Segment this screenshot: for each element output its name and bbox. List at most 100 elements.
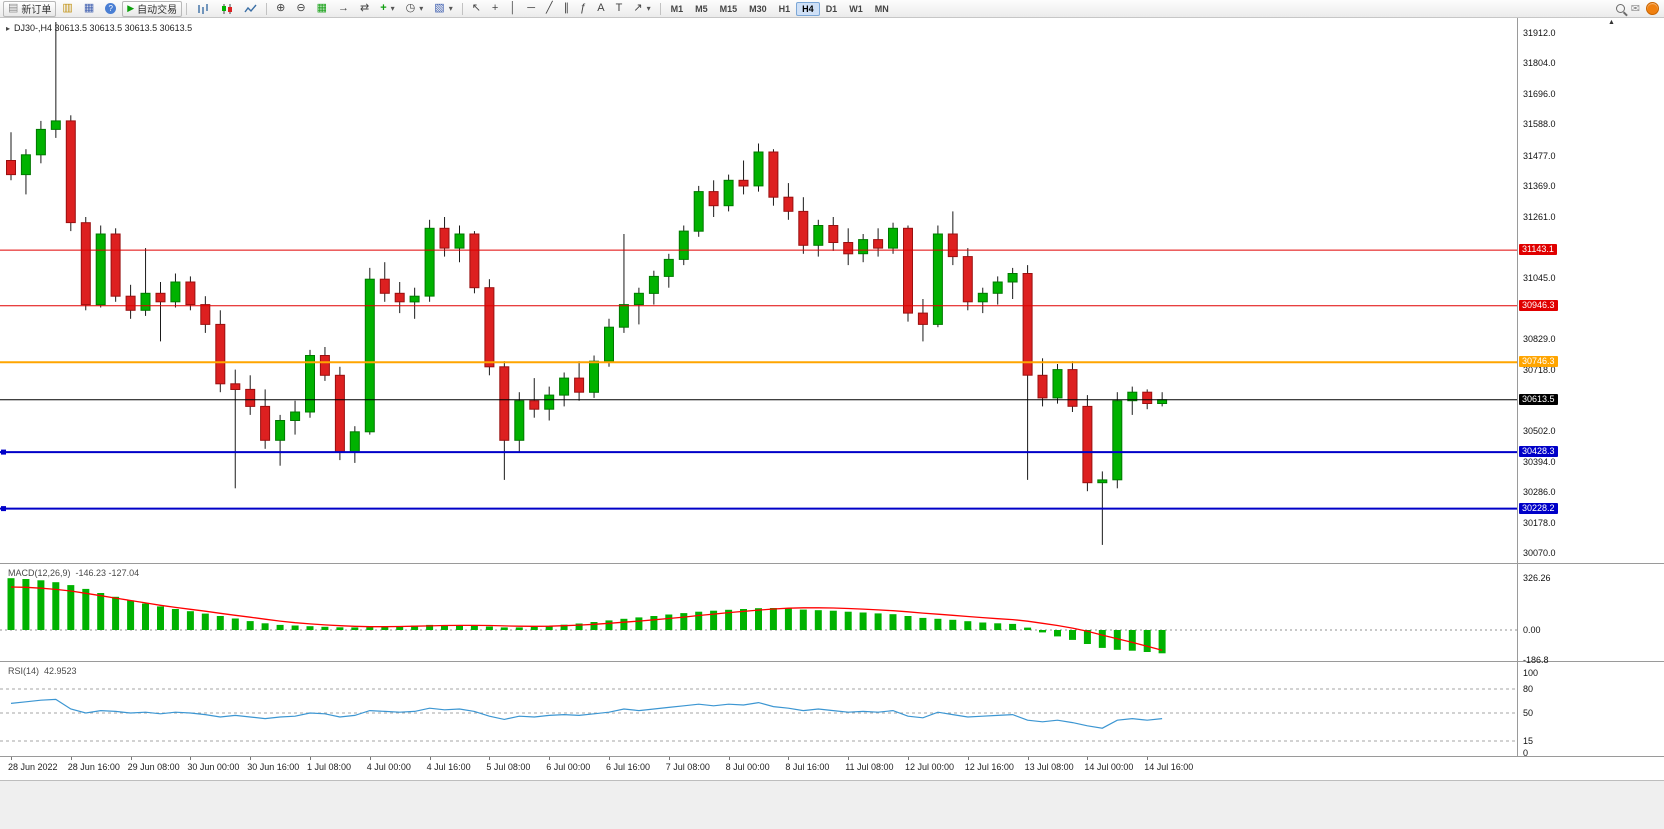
time-tick [489, 757, 491, 760]
timeframe-h4-button[interactable]: H4 [796, 1, 820, 16]
timeframe-mn-button[interactable]: MN [869, 2, 895, 16]
line-chart-button[interactable] [239, 1, 262, 17]
market-watch-button[interactable]: ▥ [57, 1, 77, 17]
candle-body [349, 431, 360, 453]
mail-icon[interactable]: ✉ [1630, 3, 1640, 15]
candle-body [1037, 374, 1048, 399]
macd-name: MACD(12,26,9) [8, 568, 71, 578]
candle-body [1127, 391, 1138, 402]
candle-body [618, 304, 629, 328]
candle-body [260, 405, 271, 441]
macd-values: -146.23 -127.04 [75, 568, 140, 578]
level-handle[interactable] [1, 506, 6, 512]
price-level-badge: 30613.5 [1519, 394, 1558, 405]
time-tick [1027, 757, 1029, 760]
timeframe-m1-button[interactable]: M1 [665, 2, 690, 16]
toolbar-right-group: ✉ [1615, 2, 1661, 15]
macd-histogram-bar [485, 626, 493, 630]
candle-body [140, 292, 151, 311]
indicators-button[interactable]: + ▾ [375, 1, 399, 17]
price-tick-label: 30178.0 [1523, 518, 1556, 528]
timeframe-d1-button[interactable]: D1 [820, 2, 844, 16]
level-handle[interactable] [1, 449, 6, 455]
timeframe-h1-button[interactable]: H1 [773, 2, 797, 16]
zoom-out-button[interactable]: ⊖ [291, 1, 310, 17]
time-label: 7 Jul 08:00 [665, 762, 710, 772]
chart-shift-button[interactable]: ⇄ [355, 1, 374, 17]
new-order-button[interactable]: ▤ 新订单 [3, 0, 57, 17]
time-tick [130, 757, 132, 760]
candle-body [20, 154, 31, 176]
channel-tool-button[interactable]: ∥ [559, 1, 575, 17]
timeframe-m5-button[interactable]: M5 [689, 2, 714, 16]
candlestick-chart-button[interactable] [215, 1, 238, 17]
status-area [0, 780, 1664, 829]
templates-button[interactable]: ▧ ▾ [429, 1, 457, 17]
pane-separator[interactable] [0, 661, 1664, 662]
navigator-button[interactable]: ▦ [79, 1, 99, 17]
scroll-marker-icon: ▲ [1608, 19, 1615, 26]
vertical-line-tool-button[interactable]: │ [504, 1, 521, 17]
candle-body [170, 281, 181, 303]
time-tick [908, 757, 909, 760]
time-label: 8 Jul 16:00 [785, 762, 830, 772]
bar-chart-button[interactable] [191, 1, 214, 17]
macd-histogram-bar [366, 627, 374, 630]
periods-button[interactable]: ◷ ▾ [401, 1, 429, 17]
tile-windows-button[interactable]: ▦ [312, 1, 332, 17]
macd-histogram-bar [814, 610, 822, 630]
toolbar-separator [186, 2, 188, 15]
price-tick-label: 31045.0 [1523, 273, 1556, 283]
macd-histogram-bar [381, 626, 389, 630]
candle-body [1022, 273, 1033, 376]
price-axis[interactable]: ▲ 31912.0 31804.0 31696.0 31588.0 31477.0 313… [1518, 18, 1664, 780]
candle-body [858, 239, 869, 255]
chevron-down-icon: ▾ [448, 3, 453, 13]
macd-histogram-bar [1039, 630, 1046, 633]
macd-histogram-bar [52, 582, 60, 630]
cursor-icon: ↖ [471, 2, 481, 14]
tile-windows-icon: ▦ [316, 2, 327, 14]
macd-histogram-bar [769, 608, 777, 630]
macd-histogram-bar [470, 625, 478, 630]
time-axis[interactable]: 28 Jun 2022 28 Jun 16:00 29 Jun 08:00 30 Ju… [0, 757, 1517, 780]
auto-scroll-button[interactable]: → [333, 1, 354, 17]
zoom-in-button[interactable]: ⊕ [271, 1, 290, 17]
price-chart-canvas[interactable] [0, 18, 1517, 563]
time-tick [1147, 757, 1149, 760]
new-order-icon: ▤ [8, 2, 19, 14]
macd-histogram-bar [1009, 623, 1017, 630]
notification-badge[interactable] [1646, 2, 1659, 15]
horizontal-line-icon: ─ [527, 2, 536, 14]
macd-histogram-bar [411, 625, 419, 630]
timeframe-w1-button[interactable]: W1 [843, 2, 869, 16]
timeframe-group: M1 M5 M15 M30 H1 H4 D1 W1 MN [665, 1, 895, 16]
help-button[interactable]: ? [100, 1, 121, 17]
price-tick-label: 30502.0 [1523, 426, 1556, 436]
fibonacci-tool-button[interactable]: ƒ [575, 1, 591, 17]
crosshair-tool-button[interactable]: + [487, 1, 503, 17]
text-tool-button[interactable]: A [592, 1, 609, 17]
time-tick [429, 757, 431, 760]
fibonacci-icon: ƒ [580, 2, 587, 14]
macd-histogram-bar [695, 611, 703, 630]
time-tick [668, 757, 670, 760]
title-marker-icon: ▸ [6, 23, 11, 33]
price-tick-label: 30718.0 [1523, 365, 1556, 375]
trendline-tool-button[interactable]: ╱ [541, 1, 558, 17]
label-tool-button[interactable]: T [611, 1, 628, 17]
horizontal-line-tool-button[interactable]: ─ [522, 1, 540, 17]
cursor-tool-button[interactable]: ↖ [467, 1, 486, 17]
pane-separator[interactable] [0, 563, 1664, 564]
auto-trading-button[interactable]: ▶ 自动交易 [122, 0, 183, 17]
timeframe-m30-button[interactable]: M30 [743, 2, 773, 16]
arrows-tool-button[interactable]: ↗ ▾ [628, 1, 655, 17]
macd-canvas[interactable] [0, 564, 1517, 661]
candle-body [917, 312, 928, 325]
time-tick [728, 757, 730, 760]
rsi-canvas[interactable] [0, 662, 1517, 756]
candle-body [1052, 369, 1063, 399]
timeframe-m15-button[interactable]: M15 [714, 2, 744, 16]
search-icon[interactable] [1615, 4, 1625, 13]
time-tick [1087, 757, 1089, 760]
